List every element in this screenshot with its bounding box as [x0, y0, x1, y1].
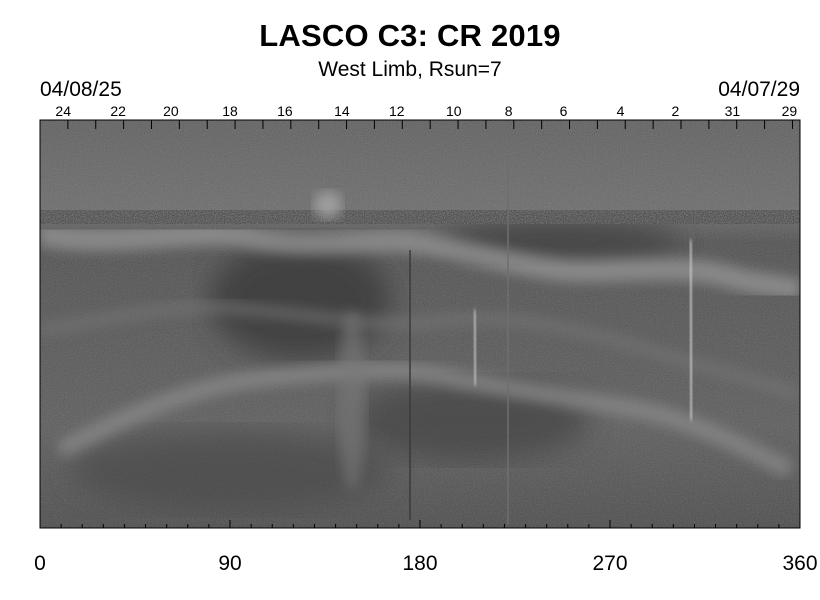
chart-title: LASCO C3: CR 2019	[259, 18, 561, 53]
top-date-label: 4	[617, 103, 625, 119]
start-date-label: 04/08/25	[40, 78, 122, 101]
top-date-label: 31	[725, 103, 741, 119]
top-axis-ticks	[39, 120, 793, 129]
top-date-label: 14	[334, 103, 350, 119]
top-date-label: 8	[505, 103, 513, 119]
intensity-image	[40, 120, 800, 528]
top-date-label: 24	[55, 103, 71, 119]
x-tick-label: 180	[402, 552, 437, 575]
top-date-label: 12	[389, 103, 405, 119]
top-date-label: 18	[222, 103, 238, 119]
x-axis-ticks	[39, 520, 801, 528]
chart-subtitle: West Limb, Rsun=7	[318, 58, 502, 81]
top-date-label: 6	[560, 103, 568, 119]
top-date-label: 16	[277, 103, 293, 119]
x-axis-labels: 0 90 180 270 360	[34, 552, 817, 575]
top-date-label: 29	[782, 103, 798, 119]
x-tick-label: 360	[782, 552, 817, 575]
x-tick-label: 90	[218, 552, 241, 575]
top-date-label: 22	[110, 103, 126, 119]
top-axis-labels: 24 22 20 18 16 14 12 10 8 6 4 2 31 29	[55, 103, 797, 119]
top-date-label: 2	[672, 103, 680, 119]
x-tick-label: 0	[34, 552, 46, 575]
top-date-label: 20	[163, 103, 179, 119]
x-tick-label: 270	[592, 552, 627, 575]
end-date-label: 04/07/29	[718, 78, 800, 101]
top-date-label: 10	[446, 103, 462, 119]
